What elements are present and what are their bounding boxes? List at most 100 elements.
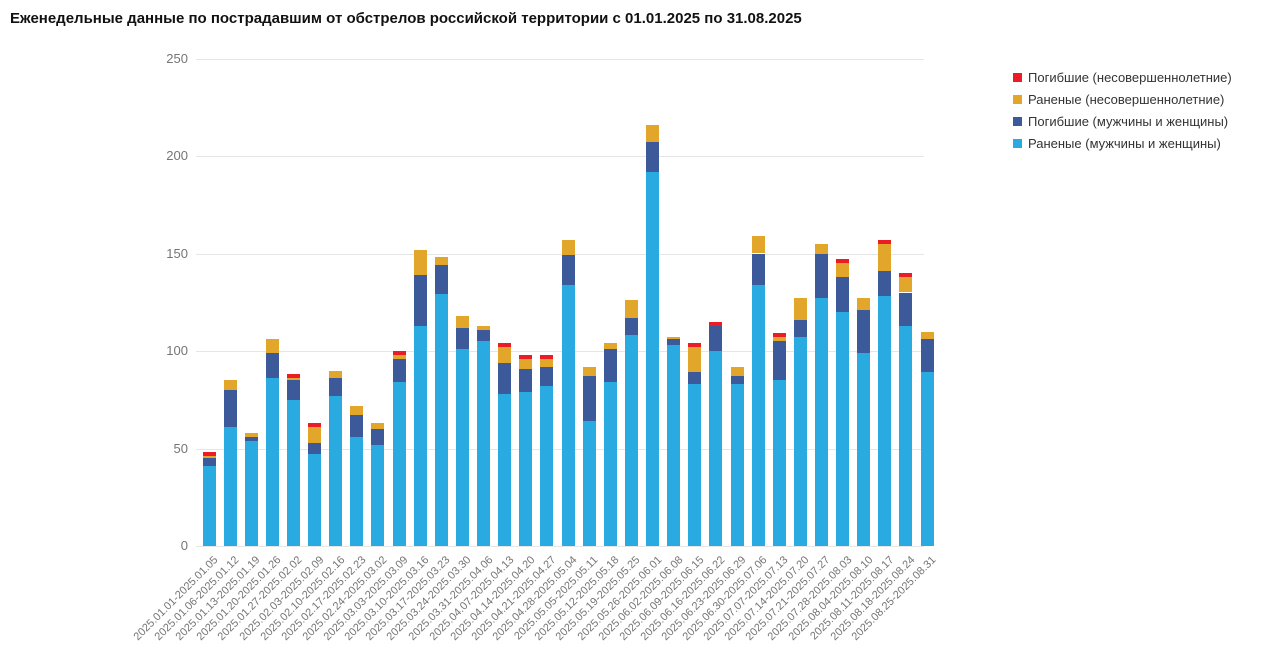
bar-segment	[667, 337, 681, 340]
bar-segment	[709, 351, 723, 546]
legend-swatch-icon	[1013, 72, 1022, 82]
bar-segment	[561, 284, 575, 546]
legend-item: Раненые (несовершеннолетние)	[1013, 88, 1232, 110]
bar-segment	[667, 345, 681, 546]
bar-segment	[920, 339, 934, 373]
bar-segment	[667, 339, 681, 346]
bar-segment	[519, 354, 533, 359]
bar-segment	[751, 235, 765, 254]
bar-segment	[857, 298, 871, 311]
legend: Погибшие (несовершеннолетние) Раненые (не…	[1013, 66, 1232, 154]
chart-title: Еженедельные данные по пострадавшим от о…	[10, 10, 802, 27]
bar-segment	[540, 366, 554, 387]
bar-segment	[814, 298, 828, 546]
bar-segment	[202, 458, 216, 467]
bar-segment	[857, 352, 871, 546]
bar-segment	[857, 310, 871, 353]
bar-segment	[540, 358, 554, 367]
bar-segment	[836, 263, 850, 277]
legend-swatch-icon	[1013, 138, 1022, 148]
bar-segment	[772, 337, 786, 342]
bar-segment	[899, 273, 913, 277]
bar-segment	[413, 249, 427, 275]
bar-segment	[624, 300, 638, 318]
bar-segment	[223, 427, 237, 546]
bar-segment	[603, 382, 617, 546]
bar-segment	[286, 380, 300, 400]
bar-segment	[434, 294, 448, 546]
legend-item: Погибшие (несовершеннолетние)	[1013, 66, 1232, 88]
y-tick-label-50: 50	[173, 440, 188, 456]
bar-segment	[646, 142, 660, 172]
bar-segment	[202, 452, 216, 457]
bar-segment	[878, 239, 892, 244]
bar-segment	[498, 362, 512, 394]
bar-segment	[308, 454, 322, 546]
bar-segment	[413, 325, 427, 546]
bar-segment	[814, 253, 828, 299]
bar-segment	[688, 343, 702, 348]
legend-label: Погибшие (мужчины и женщины)	[1028, 113, 1229, 129]
bar-segment	[350, 405, 364, 416]
legend-swatch-icon	[1013, 94, 1022, 104]
bar-segment	[772, 341, 786, 381]
bar-segment	[688, 347, 702, 373]
bar-segment	[920, 372, 934, 546]
bar-segment	[223, 380, 237, 390]
bar-segment	[519, 358, 533, 369]
legend-label: Раненые (несовершеннолетние)	[1028, 91, 1225, 107]
bar-segment	[793, 319, 807, 338]
y-tick-label-200: 200	[166, 148, 188, 163]
bar-segment	[308, 442, 322, 455]
y-tick-label-100: 100	[166, 343, 188, 358]
bar-segment	[751, 253, 765, 285]
bar-segment	[286, 374, 300, 379]
bar-segment	[202, 456, 216, 459]
gridline-150	[196, 253, 924, 255]
bar-segment	[455, 327, 469, 350]
bar-segment	[709, 325, 723, 351]
bar-segment	[329, 370, 343, 379]
bar-segment	[392, 358, 406, 383]
bar-segment	[899, 325, 913, 546]
bar-segment	[688, 372, 702, 385]
bar-segment	[350, 415, 364, 437]
bar-segment	[793, 337, 807, 546]
legend-swatch-icon	[1013, 116, 1022, 126]
bar-segment	[582, 376, 596, 422]
bar-segment	[477, 341, 491, 546]
y-tick-label-0: 0	[180, 538, 188, 553]
legend-label: Раненые (мужчины и женщины)	[1028, 135, 1221, 151]
bar-segment	[688, 384, 702, 546]
bar-segment	[498, 347, 512, 363]
bar-segment	[561, 239, 575, 256]
bar-segment	[265, 378, 279, 546]
bar-segment	[519, 391, 533, 546]
bar-segment	[582, 421, 596, 546]
bar-segment	[350, 436, 364, 546]
bar-segment	[582, 366, 596, 377]
gridline-50	[196, 448, 924, 450]
bar-segment	[899, 276, 913, 293]
bar-segment	[498, 343, 512, 348]
bar-segment	[392, 351, 406, 355]
bar-segment	[329, 378, 343, 396]
bar-segment	[624, 335, 638, 546]
bar-segment	[392, 354, 406, 359]
bar-segment	[223, 390, 237, 428]
bar-segment	[392, 382, 406, 546]
bar-segment	[498, 393, 512, 546]
bar-segment	[772, 380, 786, 546]
y-tick-label-250: 250	[166, 50, 188, 66]
gridline-0	[196, 546, 924, 547]
bar-segment	[646, 171, 660, 546]
legend-item: Раненые (мужчины и женщины)	[1013, 132, 1232, 154]
bar-segment	[286, 378, 300, 381]
bar-segment	[836, 259, 850, 264]
bar-segment	[814, 243, 828, 254]
bar-segment	[878, 271, 892, 297]
bar-segment	[477, 325, 491, 330]
bar-segment	[793, 298, 807, 320]
bar-segment	[371, 444, 385, 546]
